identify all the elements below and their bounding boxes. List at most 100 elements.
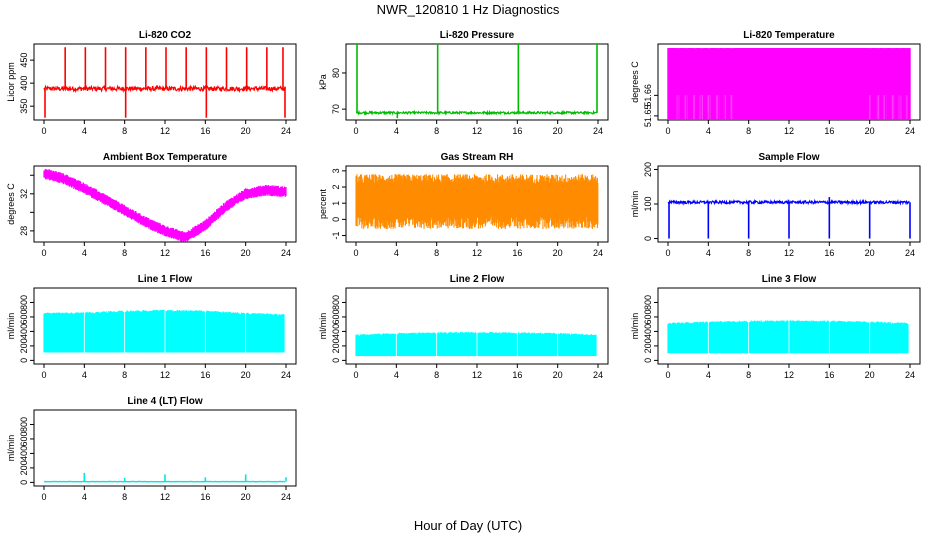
x-tick-label: 20	[241, 370, 251, 380]
panel-title: Ambient Box Temperature	[103, 152, 228, 163]
x-tick-label: 20	[553, 248, 563, 258]
x-tick-label: 12	[472, 248, 482, 258]
x-tick-label: 4	[394, 248, 399, 258]
y-axis-label: Licor ppm	[6, 62, 16, 102]
y-tick-label: 800	[331, 295, 341, 310]
x-tick-label: 12	[472, 126, 482, 136]
x-tick-label: 16	[200, 248, 210, 258]
x-tick-label: 20	[553, 370, 563, 380]
y-tick-label: 600	[331, 309, 341, 324]
x-tick-label: 20	[241, 492, 251, 502]
y-tick-label: 800	[643, 295, 653, 310]
data-series	[355, 174, 599, 230]
y-tick-label: 3	[331, 168, 341, 173]
x-tick-label: 16	[512, 126, 522, 136]
panel-7: Line 1 Flow 0 4 8 12 16 20 24 0 200400600800ml/mi…	[6, 274, 297, 380]
y-tick-label: 400	[19, 446, 29, 461]
y-tick-label: 80	[331, 68, 341, 78]
x-tick-label: 20	[865, 248, 875, 258]
panel-6: Sample Flow 0 4 8 12 16 20 24 0 100 200 ml/min	[630, 152, 921, 258]
x-tick-label: 24	[281, 248, 291, 258]
y-tick-label: 200	[331, 338, 341, 353]
x-tick-label: 16	[824, 126, 834, 136]
series-line	[43, 84, 287, 94]
x-tick-label: 24	[593, 126, 603, 136]
x-axis-label: Hour of Day (UTC)	[413, 518, 523, 533]
data-series	[355, 331, 597, 357]
y-tick-label: 0	[19, 358, 29, 363]
y-axis-label: degrees C	[6, 183, 16, 225]
x-tick-label: 12	[160, 370, 170, 380]
x-tick-label: 4	[706, 370, 711, 380]
x-tick-label: 24	[905, 370, 915, 380]
data-series	[43, 309, 285, 353]
y-tick-label: 400	[643, 324, 653, 339]
panel-title: Line 4 (LT) Flow	[127, 396, 203, 407]
x-tick-label: 0	[41, 492, 46, 502]
y-tick-label: 400	[19, 324, 29, 339]
x-tick-label: 0	[353, 370, 358, 380]
y-tick-label: 0	[331, 358, 341, 363]
y-tick-label: -1	[331, 232, 341, 240]
x-tick-label: 24	[281, 492, 291, 502]
y-tick-label: 450	[19, 53, 29, 68]
x-tick-label: 0	[41, 370, 46, 380]
x-tick-label: 4	[82, 126, 87, 136]
x-tick-label: 16	[512, 248, 522, 258]
x-tick-label: 16	[824, 370, 834, 380]
y-tick-label: 600	[19, 431, 29, 446]
panel-10: Line 4 (LT) Flow 0 4 8 12 16 20 24 0 200400600800…	[6, 396, 297, 502]
y-tick-label: 200	[19, 338, 29, 353]
x-tick-label: 0	[41, 126, 46, 136]
y-tick-label: 70	[331, 104, 341, 114]
data-series	[667, 197, 911, 239]
y-axis-label: ml/min	[6, 435, 16, 462]
y-axis-label: ml/min	[318, 313, 328, 340]
data-series	[355, 44, 598, 119]
y-axis-label: degrees C	[630, 61, 640, 103]
y-tick-label: 51.66	[643, 84, 653, 107]
plot-frame	[33, 43, 297, 121]
x-tick-label: 20	[553, 126, 563, 136]
y-axis-label: ml/min	[630, 313, 640, 340]
x-tick-label: 8	[122, 126, 127, 136]
x-tick-label: 24	[905, 248, 915, 258]
y-tick-label: 600	[643, 309, 653, 324]
x-tick-label: 8	[122, 370, 127, 380]
x-tick-label: 12	[160, 492, 170, 502]
x-tick-label: 16	[824, 248, 834, 258]
x-tick-label: 20	[865, 126, 875, 136]
x-tick-label: 0	[41, 248, 46, 258]
x-tick-label: 12	[160, 126, 170, 136]
x-tick-label: 16	[200, 370, 210, 380]
y-tick-label: 800	[19, 295, 29, 310]
x-tick-label: 12	[160, 248, 170, 258]
x-tick-label: 12	[784, 248, 794, 258]
series-line	[355, 109, 598, 116]
x-tick-label: 4	[706, 126, 711, 136]
panel-title: Gas Stream RH	[441, 152, 514, 163]
x-tick-label: 4	[706, 248, 711, 258]
panel-8: Line 2 Flow 0 4 8 12 16 20 24 0 200400600800ml/mi…	[318, 274, 609, 380]
panel-4: Ambient Box Temperature 0 4 8 12 16 20 24 28 32de…	[6, 152, 297, 258]
x-tick-label: 8	[434, 370, 439, 380]
x-tick-label: 16	[200, 492, 210, 502]
y-axis-label: kPa	[318, 74, 328, 90]
x-tick-label: 20	[241, 248, 251, 258]
y-tick-label: 800	[19, 417, 29, 432]
y-tick-label: 400	[19, 76, 29, 91]
x-tick-label: 0	[353, 126, 358, 136]
y-tick-label: 0	[19, 480, 29, 485]
y-tick-label: 200	[19, 460, 29, 475]
x-tick-label: 24	[593, 248, 603, 258]
x-tick-label: 8	[122, 492, 127, 502]
x-tick-label: 8	[122, 248, 127, 258]
y-tick-label: 200	[643, 162, 653, 177]
y-tick-label: 200	[643, 338, 653, 353]
x-tick-label: 8	[746, 126, 751, 136]
x-tick-label: 4	[82, 248, 87, 258]
